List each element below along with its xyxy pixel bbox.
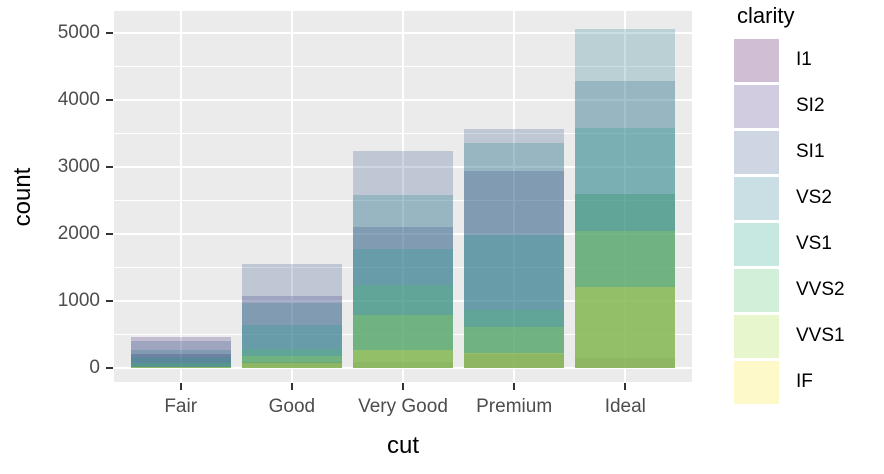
bar-segment-si2 (575, 194, 676, 368)
x-tick-label: Fair (164, 396, 198, 417)
legend-swatch-vvs1 (734, 314, 779, 358)
bar-segment-vs1 (575, 127, 676, 368)
bar-segment-if (130, 367, 231, 368)
gridline-vertical (513, 11, 516, 382)
x-tick-mark (513, 383, 516, 390)
legend-label: VS2 (796, 187, 832, 208)
legend-item-vvs1: VVS1 (734, 313, 882, 359)
gridline-vertical (624, 11, 627, 382)
legend-label: SI2 (796, 95, 825, 116)
y-tick-label: 5000 (57, 22, 100, 44)
bar-segment-i1 (352, 362, 453, 368)
legend-swatch-vs2 (734, 176, 779, 220)
legend: clarity I1 SI2 SI1 VS2 VS1 VVS2 VVS1 IF (734, 0, 882, 405)
y-tick-label: 2000 (57, 223, 100, 245)
legend-swatch-si1 (734, 130, 779, 174)
y-tick-label: 4000 (57, 89, 100, 111)
x-tick-mark (402, 383, 404, 390)
legend-label: VVS2 (796, 279, 845, 300)
gridline-vertical (290, 11, 293, 382)
y-tick-label: 1000 (57, 290, 100, 312)
y-tick-mark (106, 300, 113, 303)
bar-segment-vvs2 (130, 363, 231, 368)
plot-panel (114, 11, 692, 382)
legend-swatch-si2 (734, 84, 779, 128)
x-tick-mark (624, 383, 627, 390)
gridline-vertical (402, 11, 404, 382)
y-tick-mark (106, 366, 113, 369)
gridline-vertical (179, 11, 182, 382)
bar-segment-si1 (575, 81, 676, 368)
bar-segment-vs1 (464, 234, 565, 368)
legend-swatch-vs1 (734, 222, 779, 266)
bar-segment-vvs2 (241, 348, 342, 368)
bar-segment-vvs1 (464, 326, 565, 368)
bar-segment-si2 (241, 295, 342, 368)
y-tick-label: 0 (89, 356, 100, 378)
legend-item-si2: SI2 (734, 83, 882, 129)
bar-segment-si2 (130, 336, 231, 368)
legend-item-vvs2: VVS2 (734, 267, 882, 313)
bar-segment-vs2 (575, 28, 676, 368)
bar-segment-if (464, 352, 565, 368)
x-tick-label: Good (268, 396, 316, 417)
bar-segment-if (241, 363, 342, 368)
bar-segment-i1 (241, 361, 342, 368)
bar-segment-si1 (464, 128, 565, 368)
bar-segment-vvs2 (575, 193, 676, 368)
x-tick-label: Very Good (358, 396, 448, 417)
x-tick-mark (290, 383, 293, 390)
bar-segment-vs1 (352, 249, 453, 368)
bar-segment-vs2 (352, 194, 453, 368)
bar-segment-i1 (575, 358, 676, 368)
legend-swatch-if (734, 360, 779, 404)
bar-segment-if (352, 350, 453, 368)
bar-segment-vs1 (241, 324, 342, 368)
legend-item-if: IF (734, 359, 882, 405)
bar-segment-si1 (241, 263, 342, 368)
legend-label: VS1 (796, 233, 832, 254)
y-tick-mark (106, 99, 113, 102)
legend-title: clarity (737, 3, 795, 28)
legend-label: SI1 (796, 141, 825, 162)
bar-segment-vs1 (130, 356, 231, 368)
bar-segment-vvs1 (241, 355, 342, 368)
bar-segment-vs2 (130, 350, 231, 368)
y-tick-label: 3000 (57, 156, 100, 178)
x-axis-title: cut (386, 432, 420, 459)
bar-segment-i1 (464, 354, 565, 368)
x-tick-label: Ideal (604, 396, 646, 417)
y-tick-mark (106, 32, 113, 35)
bar-segment-si1 (352, 151, 453, 368)
legend-items: I1 SI2 SI1 VS2 VS1 VVS2 VVS1 IF (734, 37, 882, 405)
bar-segment-si1 (130, 340, 231, 368)
legend-label: VVS1 (796, 325, 845, 346)
legend-label: IF (796, 371, 813, 392)
x-tick-label: Premium (476, 396, 553, 417)
bar-segment-vs2 (241, 302, 342, 368)
bar-segment-vvs1 (575, 230, 676, 368)
bar-segment-vvs2 (352, 285, 453, 368)
legend-item-i1: I1 (734, 37, 882, 83)
legend-swatch-vvs2 (734, 268, 779, 312)
x-tick-mark (179, 383, 182, 390)
bar-segment-vvs1 (130, 366, 231, 368)
legend-item-si1: SI1 (734, 129, 882, 175)
bar-segment-si2 (352, 227, 453, 368)
legend-item-vs1: VS1 (734, 221, 882, 267)
bar-segment-vs2 (464, 143, 565, 368)
bar-segment-si2 (464, 170, 565, 368)
bar-segment-vvs2 (464, 309, 565, 368)
bar-segment-vvs1 (352, 315, 453, 368)
legend-swatch-i1 (734, 38, 779, 82)
y-tick-mark (106, 233, 113, 236)
y-axis-title: count (9, 167, 36, 227)
bar-segment-if (575, 286, 676, 368)
y-tick-mark (106, 166, 113, 169)
legend-label: I1 (796, 49, 812, 70)
legend-item-vs2: VS2 (734, 175, 882, 221)
bar-segment-i1 (130, 353, 231, 368)
